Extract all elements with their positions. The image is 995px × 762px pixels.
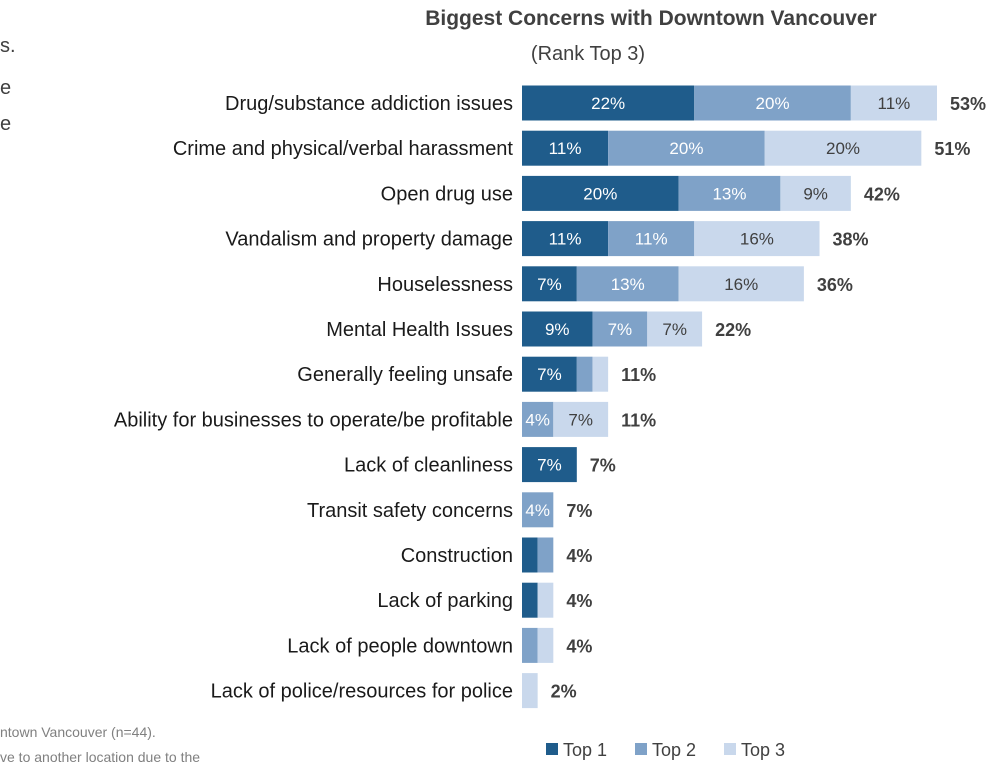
segment-data-label: 9% [545,320,570,339]
bar-segment-top3 [537,627,554,663]
total-label: 7% [566,501,592,521]
total-label: 4% [566,636,592,656]
category-label: Construction [401,545,513,567]
bar-segment-top1 [522,266,577,302]
total-label: 4% [566,546,592,566]
segment-data-label: 7% [662,320,687,339]
total-label: 11% [621,410,656,430]
bar-segment-top3 [553,401,609,437]
bar-segment-top3 [780,175,851,211]
bar-segment-top2 [522,401,554,437]
bar-segment-top3 [850,85,937,121]
legend-label-top3: Top 3 [741,740,785,760]
category-label: Transit safety concerns [307,500,513,522]
total-label: 53% [950,94,986,114]
bar-segment-top1 [522,356,577,392]
legend: Top 1 Top 2 Top 3 [546,740,785,760]
bar-segment-top3 [694,221,820,257]
bar-segment-top2 [694,85,851,121]
bar-segment-top2 [576,356,593,392]
chart-title: Biggest Concerns with Downtown Vancouver [425,7,877,30]
bar-segment-top1 [522,85,695,121]
bar-segment-top1 [522,175,679,211]
bar-segment-top2 [537,537,554,573]
bar-segment-top3 [537,582,554,618]
bar-segment-top1 [522,311,593,347]
footnote: ve to another location due to the [0,749,200,762]
bar-segment-top2 [592,311,648,347]
category-label: Crime and physical/verbal harassment [173,138,514,160]
category-label: Houselessness [377,274,513,296]
segment-data-label: 4% [525,501,550,520]
segment-data-label: 7% [537,275,562,294]
bar-segment-top2 [522,627,538,663]
bar-segment-top1 [522,582,538,618]
total-label: 51% [934,139,970,159]
bar-segment-top3 [592,356,609,392]
total-label: 2% [551,682,577,702]
bar-segment-top3 [647,311,703,347]
segment-data-label: 11% [635,230,668,249]
total-label: 7% [590,456,616,476]
bar-segment-top1 [522,537,538,573]
total-label: 4% [566,591,592,611]
bars-group: Drug/substance addiction issues 22% 20% 11%… [114,85,986,709]
segment-data-label: 20% [756,94,790,113]
category-label: Lack of cleanliness [344,455,513,477]
category-label: Drug/substance addiction issues [225,93,513,115]
category-label: Lack of police/resources for police [211,681,513,703]
category-label: Mental Health Issues [326,319,513,341]
segment-data-label: 20% [826,139,860,158]
bar-segment-top2 [678,175,781,211]
bar-segment-top2 [608,221,695,257]
bar-segment-top1 [522,447,577,483]
category-label: Lack of people downtown [287,635,513,657]
category-label: Vandalism and property damage [225,229,513,251]
category-label: Lack of parking [377,590,513,612]
bar-segment-top2 [608,130,765,166]
segment-data-label: 11% [878,94,911,113]
segment-data-label: 20% [669,139,703,158]
segment-data-label: 20% [583,184,617,203]
side-text-fragment: e [0,77,11,99]
total-label: 36% [817,275,853,295]
segment-data-label: 7% [537,456,562,475]
chart-subtitle: (Rank Top 3) [531,43,645,65]
total-label: 11% [621,365,656,385]
segment-data-label: 11% [549,230,582,249]
legend-swatch-top3 [724,743,736,755]
segment-data-label: 16% [740,230,774,249]
bar-segment-top2 [522,492,554,528]
segment-data-label: 16% [724,275,758,294]
legend-swatch-top1 [546,743,558,755]
category-label: Generally feeling unsafe [297,364,513,386]
bar-segment-top1 [522,221,609,257]
segment-data-label: 13% [611,275,645,294]
category-label: Open drug use [381,183,513,205]
bar-segment-top3 [764,130,922,166]
segment-data-label: 11% [549,139,582,158]
side-text-fragment: e [0,113,11,135]
side-text-fragment: s. [0,35,16,57]
bar-segment-top1 [522,130,609,166]
segment-data-label: 7% [568,410,593,429]
category-label: Ability for businesses to operate/be pro… [114,409,513,431]
legend-swatch-top2 [635,743,647,755]
segment-data-label: 7% [537,365,562,384]
segment-data-label: 9% [803,184,828,203]
bar-segment-top3 [678,266,804,302]
bar-segment-top2 [576,266,679,302]
total-label: 22% [715,320,751,340]
bar-segment-top3 [522,673,538,709]
segment-data-label: 22% [591,94,625,113]
total-label: 42% [864,184,900,204]
segment-data-label: 7% [608,320,633,339]
footnote: ntown Vancouver (n=44). [0,724,156,740]
segment-data-label: 13% [712,184,746,203]
total-label: 38% [833,230,869,250]
legend-label-top2: Top 2 [652,740,696,760]
legend-label-top1: Top 1 [563,740,607,760]
segment-data-label: 4% [525,410,550,429]
